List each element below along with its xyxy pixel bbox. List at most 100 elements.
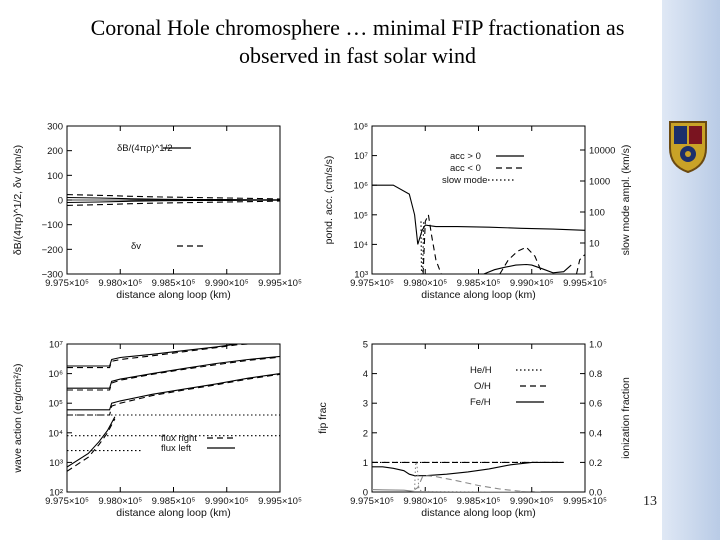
x-tick-label: 9.985×10⁵: [457, 278, 501, 289]
slide-title: Coronal Hole chromosphere … minimal FIP …: [0, 14, 715, 70]
series-line-3-2: [372, 461, 564, 477]
series-group-1: [372, 184, 585, 274]
y-tick-label: 10⁴: [353, 240, 368, 251]
series-line-0-2: [67, 194, 280, 200]
y-tick-label: 0: [363, 488, 368, 499]
y-tick-label: 2: [363, 428, 368, 439]
slide-sidebar: [662, 0, 720, 540]
y-axis-label: wave action (erg/cm²/s): [12, 363, 24, 473]
y-tick-label: −300: [42, 270, 63, 281]
series-line-1-5: [420, 221, 425, 274]
legend-label: acc > 0: [450, 151, 481, 162]
y-tick-label: 1: [363, 458, 368, 469]
y2-tick-label: 0.4: [589, 428, 602, 439]
y-tick-label: 3: [363, 399, 368, 410]
x-tick-label: 9.975×10⁵: [45, 278, 89, 289]
y2-tick-label: 0.2: [589, 458, 602, 469]
y-tick-label: 10³: [49, 458, 63, 469]
y-tick-label: 200: [47, 146, 63, 157]
y-axis-label: pond. acc. (cm/s/s): [323, 156, 335, 245]
x-tick-label: 9.985×10⁵: [152, 278, 196, 289]
series-line-1-2: [422, 212, 442, 274]
y2-tick-label: 0.0: [589, 488, 602, 499]
x-tick-label: 9.990×10⁵: [510, 496, 554, 507]
x-tick-label: 9.975×10⁵: [350, 496, 394, 507]
x-tick-label: 9.980×10⁵: [98, 496, 142, 507]
x-axis-label: distance along loop (km): [116, 507, 230, 519]
y-tick-label: −100: [42, 220, 63, 231]
y-tick-label: 10⁸: [353, 122, 368, 133]
y-tick-label: 10⁶: [354, 181, 369, 192]
x-tick-label: 9.990×10⁵: [205, 496, 249, 507]
legend-label: O/H: [474, 381, 491, 392]
legend-label: slow mode: [442, 175, 487, 186]
x-tick-label: 9.990×10⁵: [510, 278, 554, 289]
series-line-2-4: [67, 356, 280, 391]
x-tick-label: 9.980×10⁵: [98, 278, 142, 289]
series-line-0-3: [67, 200, 280, 206]
x-tick-label: 9.985×10⁵: [457, 496, 501, 507]
y2-tick-label: 1000: [589, 177, 610, 188]
y2-tick-label: 1.0: [589, 340, 602, 351]
x-tick-label: 9.995×10⁵: [258, 278, 302, 289]
x-tick-label: 9.995×10⁵: [563, 496, 607, 507]
series-line-0-1: [67, 199, 280, 204]
x-tick-label: 9.980×10⁵: [403, 496, 447, 507]
series-line-2-6: [67, 418, 116, 472]
series-line-1-1: [483, 263, 572, 274]
y2-tick-label: 0.8: [589, 369, 602, 380]
legend-label: δv: [131, 241, 141, 252]
x-tick-label: 9.990×10⁵: [205, 278, 249, 289]
series-group-3: [372, 461, 564, 492]
y2-axis-label: ionization fraction: [620, 377, 632, 459]
y-tick-label: 10⁵: [48, 399, 63, 410]
series-group-0: [67, 194, 280, 206]
legend-label: δB/(4πρ)^1/2: [117, 143, 173, 154]
figure-panels: 9.975×10⁵ 9.980×10⁵ 9.985×10⁵ 9.990×10⁵ 9.99…: [12, 122, 632, 520]
legend-label: acc < 0: [450, 163, 481, 174]
series-line-1-3: [499, 246, 543, 274]
y-tick-label: 10⁷: [49, 340, 64, 351]
y-tick-label: 0: [58, 196, 63, 207]
y-tick-label: 10³: [354, 270, 368, 281]
y-tick-label: 5: [363, 340, 368, 351]
legend-label: He/H: [470, 365, 492, 376]
y2-tick-label: 0.6: [589, 399, 602, 410]
series-line-2-1: [67, 355, 280, 389]
x-tick-label: 9.975×10⁵: [350, 278, 394, 289]
series-line-2-2: [67, 373, 280, 411]
y2-tick-label: 10: [589, 239, 600, 250]
x-axis-label: distance along loop (km): [421, 507, 535, 519]
y-axis-label: δB/(4πρ)^1/2, δv (km/s): [12, 145, 24, 255]
series-line-2-5: [67, 373, 280, 416]
y-tick-label: 4: [363, 369, 368, 380]
page-number: 13: [643, 494, 657, 509]
y-axis-label: fip frac: [317, 402, 329, 434]
slide-title-line1: Coronal Hole chromosphere … minimal FIP …: [90, 15, 625, 40]
y2-tick-label: 1: [589, 270, 594, 281]
series-line-1-0: [372, 184, 585, 245]
x-tick-label: 9.985×10⁵: [152, 496, 196, 507]
y-tick-label: 10⁶: [49, 369, 64, 380]
series-line-2-3: [67, 344, 249, 369]
series-group-2: [67, 344, 280, 472]
y-tick-label: 100: [47, 171, 63, 182]
x-tick-label: 9.995×10⁵: [563, 278, 607, 289]
x-axis-label: distance along loop (km): [116, 289, 230, 301]
y-tick-label: 10²: [49, 488, 63, 499]
x-tick-label: 9.975×10⁵: [45, 496, 89, 507]
legend-label: Fe/H: [470, 397, 491, 408]
x-tick-label: 9.995×10⁵: [258, 496, 302, 507]
y-tick-label: 10⁵: [353, 210, 368, 221]
y2-axis-label: slow mode ampl. (km/s): [620, 145, 632, 256]
legend-label: flux right: [161, 433, 197, 444]
series-line-2-0: [67, 344, 248, 367]
y-tick-label: −200: [42, 245, 63, 256]
y-tick-label: 10⁷: [354, 151, 369, 162]
y2-tick-label: 100: [589, 208, 605, 219]
series-line-3-4: [414, 461, 522, 492]
y-tick-label: 300: [47, 122, 63, 133]
x-tick-label: 9.980×10⁵: [403, 278, 447, 289]
series-line-3-3: [414, 474, 543, 492]
slide-title-line2: observed in fast solar wind: [238, 43, 477, 68]
